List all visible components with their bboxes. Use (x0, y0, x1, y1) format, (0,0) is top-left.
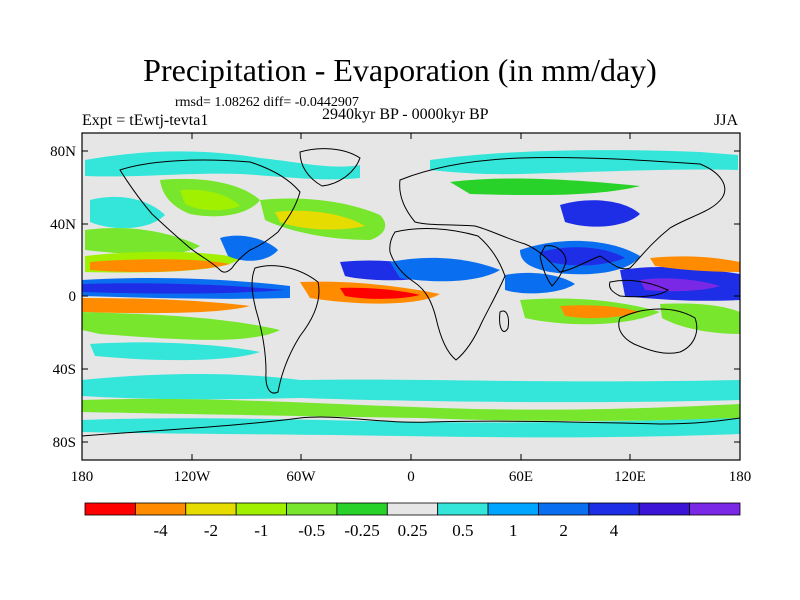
season-label: JJA (714, 112, 739, 129)
south-indian-dry (560, 305, 640, 319)
xtick-label: 120E (614, 469, 646, 485)
colorbar-label: -4 (153, 521, 168, 540)
colorbar-swatch (437, 502, 489, 516)
south-pacific-cyan (90, 342, 260, 361)
x-tick-labels: 180 120W 60W 0 60E 120E 180 (71, 469, 752, 485)
y-tick-labels: 80N 40N 0 40S 80S (50, 144, 76, 451)
west-pacific-dry (650, 256, 740, 272)
colorbar-swatch (689, 502, 741, 516)
antarctica-coast (82, 416, 740, 437)
arabian-sea-wet (505, 272, 575, 294)
madagascar-coast (499, 310, 509, 332)
pacific-itcz-core (82, 283, 285, 294)
colorbar-label: 2 (559, 521, 568, 540)
colorbar-swatch (185, 502, 237, 516)
tibet-wet (560, 200, 640, 227)
colorbar-label: -0.5 (298, 521, 325, 540)
field-shading (82, 150, 740, 438)
colorbar (84, 502, 741, 516)
period-label: 2940kyr BP - 0000kyr BP (322, 106, 489, 123)
xtick-label: 180 (71, 469, 94, 485)
colorbar-swatch (336, 502, 388, 516)
colorbar-swatch (588, 502, 640, 516)
colorbar-swatch (235, 502, 287, 516)
south-pacific-dry (82, 298, 250, 314)
colorbar-label: 0.5 (452, 521, 473, 540)
west-pacific-purple (640, 278, 720, 292)
north-america-coast (119, 159, 301, 273)
colorbar-label: 1 (509, 521, 518, 540)
colorbar-swatch (638, 502, 691, 516)
atlantic-dry-core (340, 287, 420, 299)
antarctic-cyan (82, 418, 740, 438)
ytick-label: 80S (53, 435, 76, 451)
greenland-coast (299, 148, 361, 187)
ytick-label: 80N (50, 144, 76, 160)
europe-asia-coast (399, 156, 726, 273)
colorbar-label: 0.25 (398, 521, 428, 540)
north-pacific-green (85, 227, 200, 255)
east-pacific-orange (90, 259, 230, 272)
north-america-yellow (180, 189, 240, 211)
sahel-wet (390, 257, 500, 282)
colorbar-swatch (134, 502, 187, 516)
indian-monsoon-core (540, 247, 625, 266)
caribbean-wet (220, 235, 278, 261)
southern-ocean-cyan (82, 374, 740, 403)
colorbar-label: -0.25 (344, 521, 379, 540)
coastlines (82, 148, 740, 437)
colorbar-swatch (538, 502, 590, 516)
xtick-label: 180 (729, 469, 752, 485)
south-america-coast (251, 265, 320, 394)
figure-title: Precipitation - Evaporation (in mm/day) (143, 52, 657, 88)
colorbar-swatch (286, 502, 338, 516)
africa-coast (389, 228, 506, 361)
north-pacific-cyan (90, 196, 165, 229)
south-pacific-green (82, 312, 280, 340)
siberia-band (430, 150, 738, 175)
indonesia-coast (609, 279, 669, 298)
siberia-green (450, 178, 640, 196)
xtick-label: 120W (174, 469, 212, 485)
ytick-label: 40N (50, 217, 76, 233)
southern-ocean-green (82, 398, 740, 421)
colorbar-label: 4 (610, 521, 619, 540)
colorbar-swatch (84, 502, 136, 516)
colorbar-swatch (487, 502, 539, 516)
australia-coast (618, 308, 698, 354)
colorbar-label: -2 (204, 521, 218, 540)
north-atlantic-yellow (275, 210, 365, 230)
colorbar-labels: -4 -2 -1 -0.5 -0.25 0.25 0.5 1 2 4 (153, 521, 618, 540)
xtick-label: 60W (286, 469, 316, 485)
ytick-label: 0 (69, 289, 77, 305)
map-panel: 80N 40N 0 40S 80S 180 120W 60W 0 60E 120… (50, 132, 752, 485)
xtick-label: 60E (509, 469, 533, 485)
colorbar-label: -1 (254, 521, 268, 540)
india-coast (539, 245, 567, 287)
xtick-label: 0 (407, 469, 415, 485)
ytick-label: 40S (53, 362, 76, 378)
tick-marks (81, 133, 741, 460)
experiment-label: Expt = tEwtj-tevta1 (82, 112, 209, 129)
stats-text: rmsd= 1.08262 diff= -0.0442907 (175, 95, 359, 110)
colorbar-swatch (386, 502, 439, 516)
arctic-band (85, 151, 360, 180)
